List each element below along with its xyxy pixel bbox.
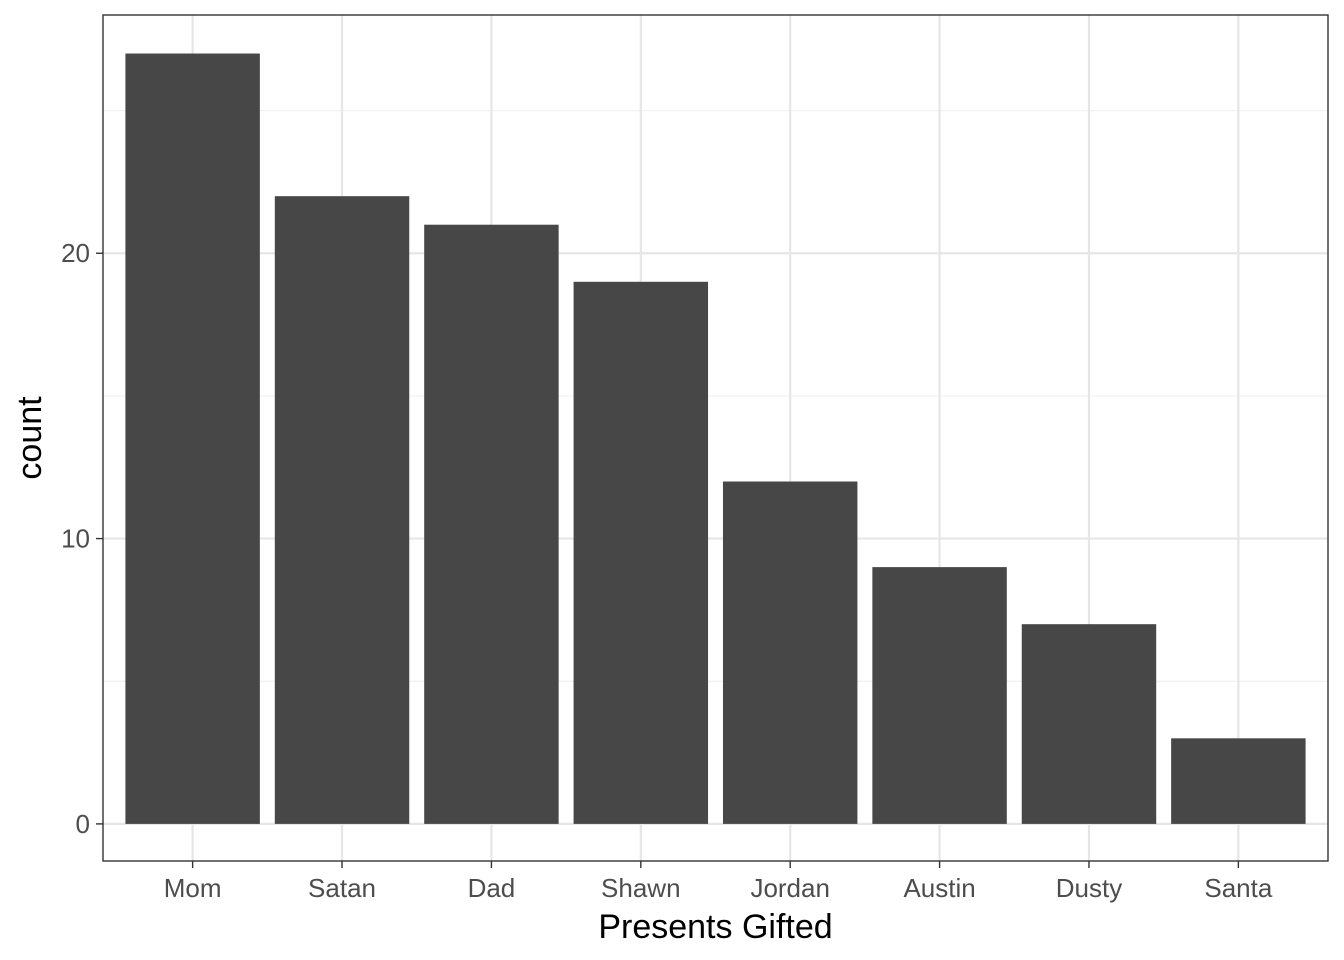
x-tick-label: Dusty xyxy=(1056,873,1122,903)
x-tick-label: Mom xyxy=(164,873,222,903)
bar-dusty xyxy=(1021,624,1157,824)
x-tick-labels: Mom Satan Dad Shawn Jordan Austin Dusty Santa xyxy=(164,873,1273,903)
bar-jordan xyxy=(722,481,858,824)
x-tick-label: Santa xyxy=(1204,873,1272,903)
bar-austin xyxy=(872,567,1007,824)
x-tick-label: Satan xyxy=(308,873,376,903)
y-axis-title: count xyxy=(11,396,49,480)
x-axis-title: Presents Gifted xyxy=(598,908,832,946)
x-tick-label: Shawn xyxy=(601,873,681,903)
bar-mom xyxy=(125,53,260,824)
y-tick-label: 0 xyxy=(76,809,90,839)
bar-shawn xyxy=(573,281,709,824)
x-tick-label: Dad xyxy=(468,873,516,903)
bar-satan xyxy=(274,196,410,824)
bar-santa xyxy=(1171,738,1306,824)
bar-dad xyxy=(424,224,559,824)
bars xyxy=(125,53,1306,824)
y-tick-labels: 0 10 20 xyxy=(61,238,90,839)
y-tick-label: 20 xyxy=(61,238,90,268)
x-tick-label: Jordan xyxy=(750,873,830,903)
axis-ticks xyxy=(96,252,1240,868)
x-tick-label: Austin xyxy=(903,873,975,903)
panel-border xyxy=(102,14,1329,862)
y-tick-label: 10 xyxy=(61,524,90,554)
